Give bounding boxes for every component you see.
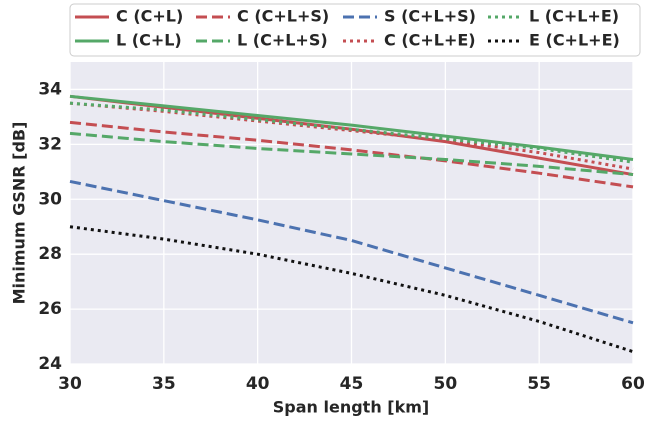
legend-label: L (C+L+S): [237, 31, 328, 50]
y-tick-label: 34: [38, 79, 62, 99]
legend-label: C (C+L+S): [237, 7, 329, 26]
x-axis-label: Span length [km]: [273, 398, 429, 417]
y-tick-label: 24: [38, 354, 62, 374]
x-tick-label: 50: [433, 374, 457, 394]
data-line: [69, 179, 634, 325]
legend-label: C (C+L+E): [384, 31, 476, 50]
legend-label: L (C+L+E): [529, 7, 619, 26]
y-tick-label: 26: [38, 299, 62, 319]
data-line: [69, 101, 634, 164]
x-tick-label: 35: [152, 374, 176, 394]
y-tick-label: 32: [38, 134, 62, 154]
data-line: [69, 120, 634, 189]
x-tick-label: 55: [527, 374, 551, 394]
legend-label: S (C+L+S): [384, 7, 476, 26]
y-axis-label: Minimum GSNR [dB]: [10, 122, 29, 305]
legend-label: C (C+L): [116, 7, 183, 26]
x-tick-label: 60: [621, 374, 645, 394]
legend-label: E (C+L+E): [529, 31, 620, 50]
x-tick-label: 30: [58, 374, 82, 394]
data-line: [69, 131, 634, 177]
x-tick-label: 40: [246, 374, 270, 394]
legend-label: L (C+L): [116, 31, 182, 50]
y-tick-label: 30: [38, 189, 62, 209]
x-tick-label: 45: [340, 374, 364, 394]
y-tick-label: 28: [38, 244, 62, 264]
